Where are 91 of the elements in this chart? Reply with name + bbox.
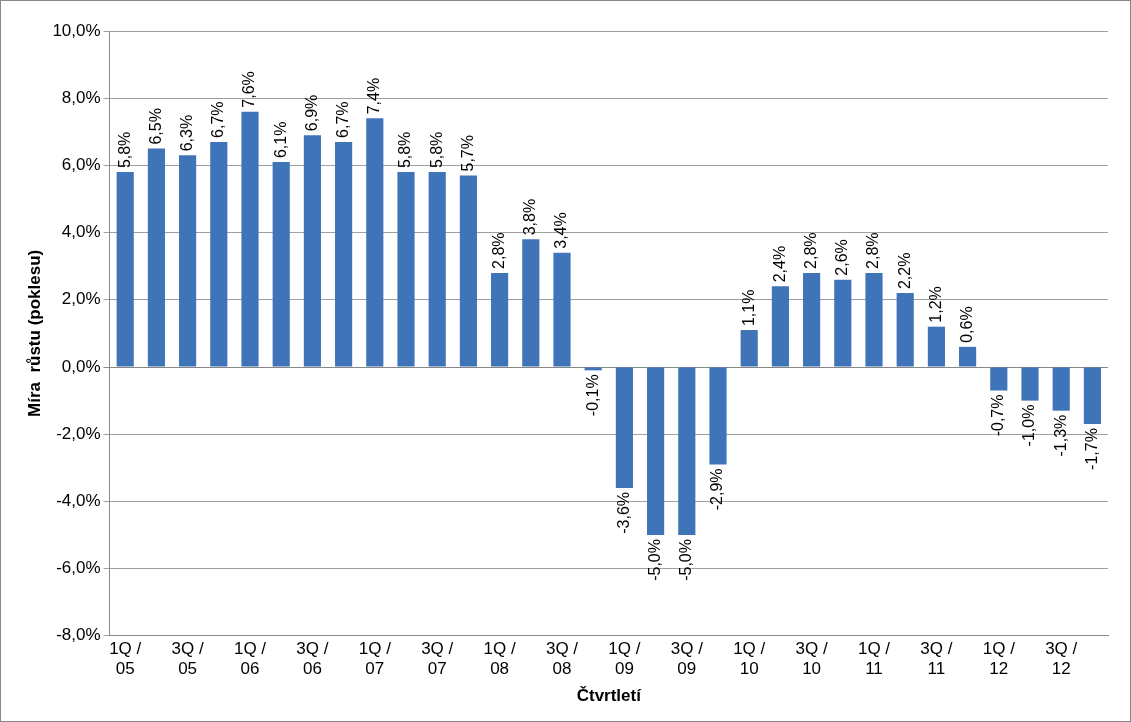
bar [803, 272, 821, 367]
data-label: 0,6% [958, 306, 976, 343]
data-label: 2,8% [864, 232, 882, 269]
bar [553, 252, 571, 367]
x-tick-label: 1Q / 06 [233, 638, 267, 679]
data-label: 6,5% [146, 108, 164, 145]
data-label: 5,8% [396, 131, 414, 169]
x-tick-label: 3Q / 06 [296, 638, 329, 679]
data-label: 2,4% [770, 245, 788, 283]
data-label: 2,8% [802, 232, 820, 269]
bar [647, 367, 665, 535]
data-label: 1,1% [739, 289, 757, 327]
x-tick-label: 1Q / 09 [608, 638, 641, 679]
data-label: 6,7% [209, 101, 227, 138]
data-label: -5,0% [646, 539, 664, 581]
bar [927, 326, 945, 367]
x-tick-label: 3Q / 09 [670, 638, 704, 679]
data-label: 2,2% [895, 252, 913, 290]
bar [491, 272, 509, 367]
data-label: 5,8% [427, 131, 445, 169]
bar [740, 330, 758, 367]
bar [366, 118, 384, 367]
bar [771, 286, 789, 367]
data-label: 6,3% [178, 114, 196, 152]
data-label: 6,1% [271, 121, 289, 159]
bar [1083, 367, 1101, 425]
y-tick-label: -2,0% [56, 423, 101, 443]
bar [241, 111, 259, 367]
x-tick-label: 3Q / 10 [795, 638, 828, 679]
data-label: -2,9% [708, 468, 726, 511]
data-label: -1,0% [1020, 404, 1038, 447]
x-tick-label: 1Q / 10 [733, 638, 766, 679]
data-label: -0,7% [989, 394, 1007, 437]
data-label: 6,9% [302, 94, 320, 132]
x-tick-label: 1Q / 11 [857, 638, 891, 679]
bar [210, 141, 228, 367]
bar [147, 148, 165, 367]
y-tick-label: -4,0% [56, 491, 101, 511]
x-tick-label: 3Q / 12 [1045, 638, 1078, 679]
bar [1052, 367, 1070, 411]
bar [116, 172, 134, 367]
data-label: 6,7% [334, 101, 352, 138]
y-tick-label: 2,0% [61, 289, 101, 309]
data-label: 3,8% [521, 198, 539, 236]
data-label: -5,0% [677, 539, 695, 581]
bar [272, 162, 290, 367]
bar [896, 293, 914, 367]
data-label: 5,7% [458, 135, 476, 172]
x-tick-label: 3Q / 11 [920, 638, 953, 679]
bar [709, 367, 727, 465]
y-tick-label: 4,0% [61, 222, 101, 242]
y-tick-label: -8,0% [56, 625, 101, 645]
bar [335, 141, 353, 367]
bar [303, 135, 321, 367]
x-tick-label: 3Q / 07 [421, 638, 454, 679]
bar [990, 367, 1008, 391]
x-tick-label: 3Q / 05 [171, 638, 204, 679]
data-label: 1,2% [926, 286, 944, 323]
bar [1021, 367, 1039, 401]
bar [678, 367, 696, 535]
bar [428, 172, 446, 367]
data-label: 7,6% [240, 71, 258, 108]
bar [615, 367, 633, 488]
y-tick-label: 8,0% [61, 87, 101, 107]
bar [522, 239, 540, 367]
y-tick-label: -6,0% [56, 558, 101, 578]
bar [959, 346, 977, 367]
bar [179, 155, 197, 367]
bar [397, 172, 415, 367]
bar [459, 175, 477, 367]
x-tick-label: 1Q / 07 [358, 638, 392, 679]
data-label: -1,3% [1051, 414, 1069, 457]
y-axis-title: Míra růstu (poklesu) [24, 249, 44, 417]
data-label: 2,8% [490, 232, 508, 269]
x-tick-label: 3Q / 08 [545, 638, 579, 679]
bar [834, 279, 852, 367]
x-tick-label: 1Q / 08 [483, 638, 516, 679]
x-axis-title: Čtvrtletí [576, 686, 643, 706]
bar [865, 272, 883, 367]
y-tick-label: 6,0% [61, 155, 101, 175]
data-label: -0,1% [583, 374, 601, 417]
data-label: -3,6% [614, 491, 632, 534]
data-label: 3,4% [552, 212, 570, 249]
x-tick-label: 1Q / 05 [109, 638, 142, 679]
x-tick-label: 1Q / 12 [982, 638, 1016, 679]
data-label: 7,4% [365, 77, 383, 115]
y-tick-label: 0,0% [61, 356, 101, 376]
y-tick-label: 10,0% [52, 20, 101, 40]
data-label: 5,8% [115, 131, 133, 169]
data-label: 2,6% [833, 239, 851, 276]
data-label: -1,7% [1082, 428, 1100, 470]
